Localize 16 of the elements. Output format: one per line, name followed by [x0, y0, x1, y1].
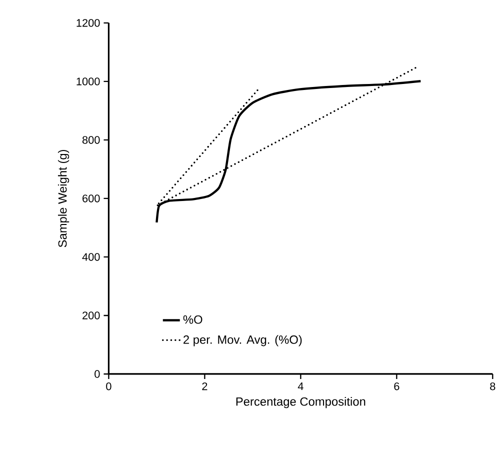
x-tick-label: 4	[298, 382, 304, 390]
legend-label: %O	[183, 315, 202, 324]
y-tick-label: 1200	[76, 19, 100, 27]
x-tick-label: 8	[490, 382, 496, 390]
x-tick-label: 2	[202, 382, 208, 390]
x-axis-title: Percentage Composition	[236, 397, 366, 408]
y-tick-label: 1000	[76, 78, 100, 86]
y-tick-label: 0	[94, 370, 100, 378]
y-tick-label: 600	[82, 194, 100, 202]
y-tick-label: 400	[82, 253, 100, 261]
y-tick-label: 200	[82, 312, 100, 320]
legend-label: 2 per. Mov. Avg. (%O)	[184, 335, 302, 346]
y-axis-title: Sample Weight (g)	[58, 150, 70, 248]
y-tick-label: 800	[82, 136, 100, 144]
x-tick-label: 6	[394, 382, 400, 390]
x-tick-label: 0	[106, 382, 112, 390]
